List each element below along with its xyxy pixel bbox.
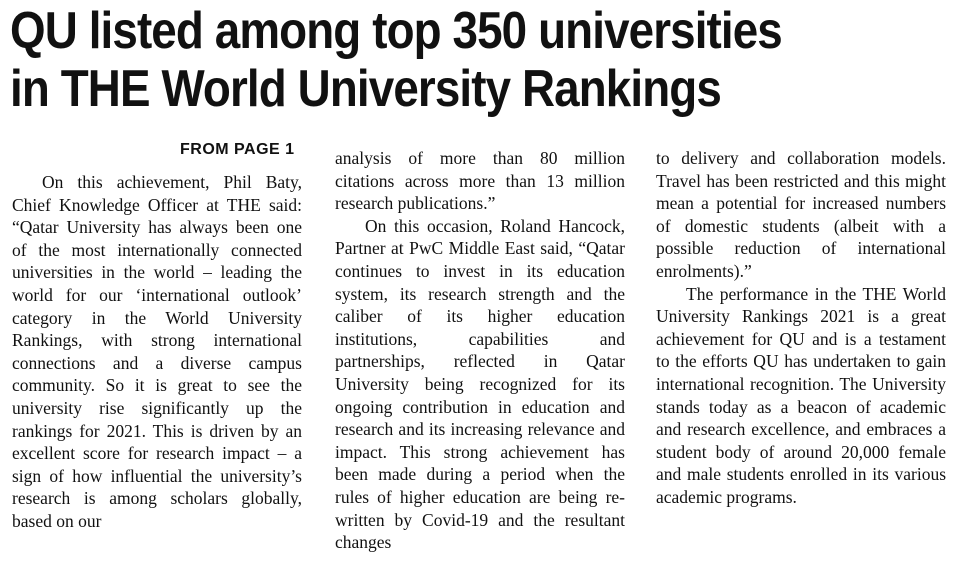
column-3-paragraph-2: The performance in the THE World Univers… xyxy=(656,283,946,507)
body-column-3: to delivery and collaboration models. Tr… xyxy=(656,147,946,509)
column-3-paragraph-1: to delivery and collaboration models. Tr… xyxy=(656,148,946,281)
body-column-2: analysis of more than 80 million citatio… xyxy=(335,147,625,554)
column-2-paragraph-1: analysis of more than 80 million citatio… xyxy=(335,148,625,214)
headline: QU listed among top 350 universities in … xyxy=(10,2,837,118)
body-column-1: On this achievement, Phil Baty, Chief Kn… xyxy=(12,171,302,533)
headline-line-1: QU listed among top 350 universities xyxy=(10,2,783,60)
column-1-paragraph-1: On this achievement, Phil Baty, Chief Kn… xyxy=(12,172,302,531)
continued-from-kicker: FROM PAGE 1 xyxy=(180,141,295,158)
column-2-paragraph-2: On this occasion, Roland Hancock, Partne… xyxy=(335,215,625,553)
headline-line-2: in THE World University Rankings xyxy=(10,60,722,118)
